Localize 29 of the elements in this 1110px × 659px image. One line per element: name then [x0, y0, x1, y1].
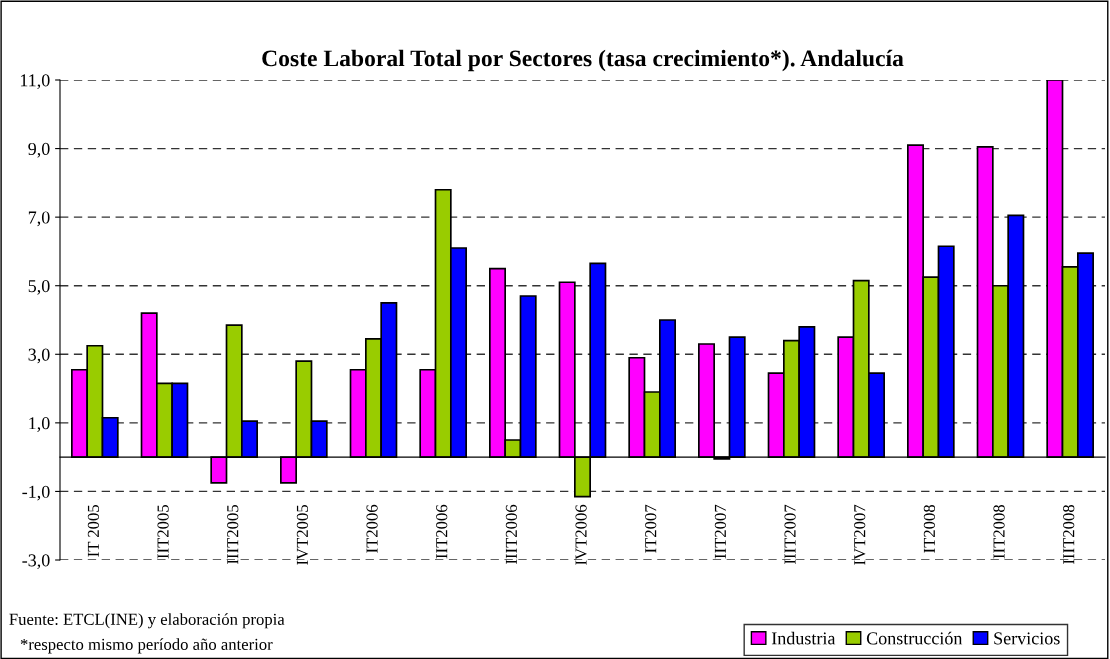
legend-label: Industria — [771, 631, 836, 645]
legend-label: Construcción — [866, 631, 963, 645]
source-note: Fuente: ETCL(INE) y elaboración propia — [9, 613, 285, 629]
x-tick-label: IIT2005 — [157, 505, 169, 559]
x-tick-label: IT 2005 — [87, 505, 100, 557]
chart-title: Coste Laboral Total por Sectores (tasa crecimiento*). Andalucía — [262, 49, 904, 72]
y-tick-label: 9,0 — [28, 142, 50, 158]
text: *respecto mismo período año anterior — [20, 638, 273, 654]
y-tick-label: 3,0 — [28, 348, 50, 364]
x-tick-label: IVT2006 — [575, 504, 587, 565]
y-tick-label: 7,0 — [28, 211, 50, 227]
y-tick-label: 11,0 — [20, 74, 50, 90]
x-tick-label: IIIT2008 — [1063, 505, 1075, 564]
x-tick-label: IIT2008 — [993, 505, 1005, 559]
legend-label: Servicios — [994, 632, 1060, 645]
x-tick-label: IVT2007 — [854, 504, 866, 565]
x-tick-label: IIIT2006 — [505, 504, 518, 564]
y-tick-label: -3,0 — [22, 554, 50, 570]
x-tick-label: IIT2007 — [714, 504, 727, 559]
x-tick-label: IIIT2007 — [784, 504, 796, 564]
y-tick-label: -1,0 — [22, 485, 50, 501]
x-tick-label: IT2008 — [923, 505, 936, 553]
x-tick-label: IT2006 — [366, 504, 378, 553]
y-tick-label: 5,0 — [28, 279, 50, 295]
y-tick-label: 1,0 — [29, 417, 50, 432]
x-tick-label: IIIT2005 — [227, 505, 239, 564]
x-tick-label: IT2007 — [645, 504, 657, 553]
x-tick-label: IVT2005 — [296, 505, 309, 565]
x-tick-label: IIT2006 — [436, 504, 448, 559]
